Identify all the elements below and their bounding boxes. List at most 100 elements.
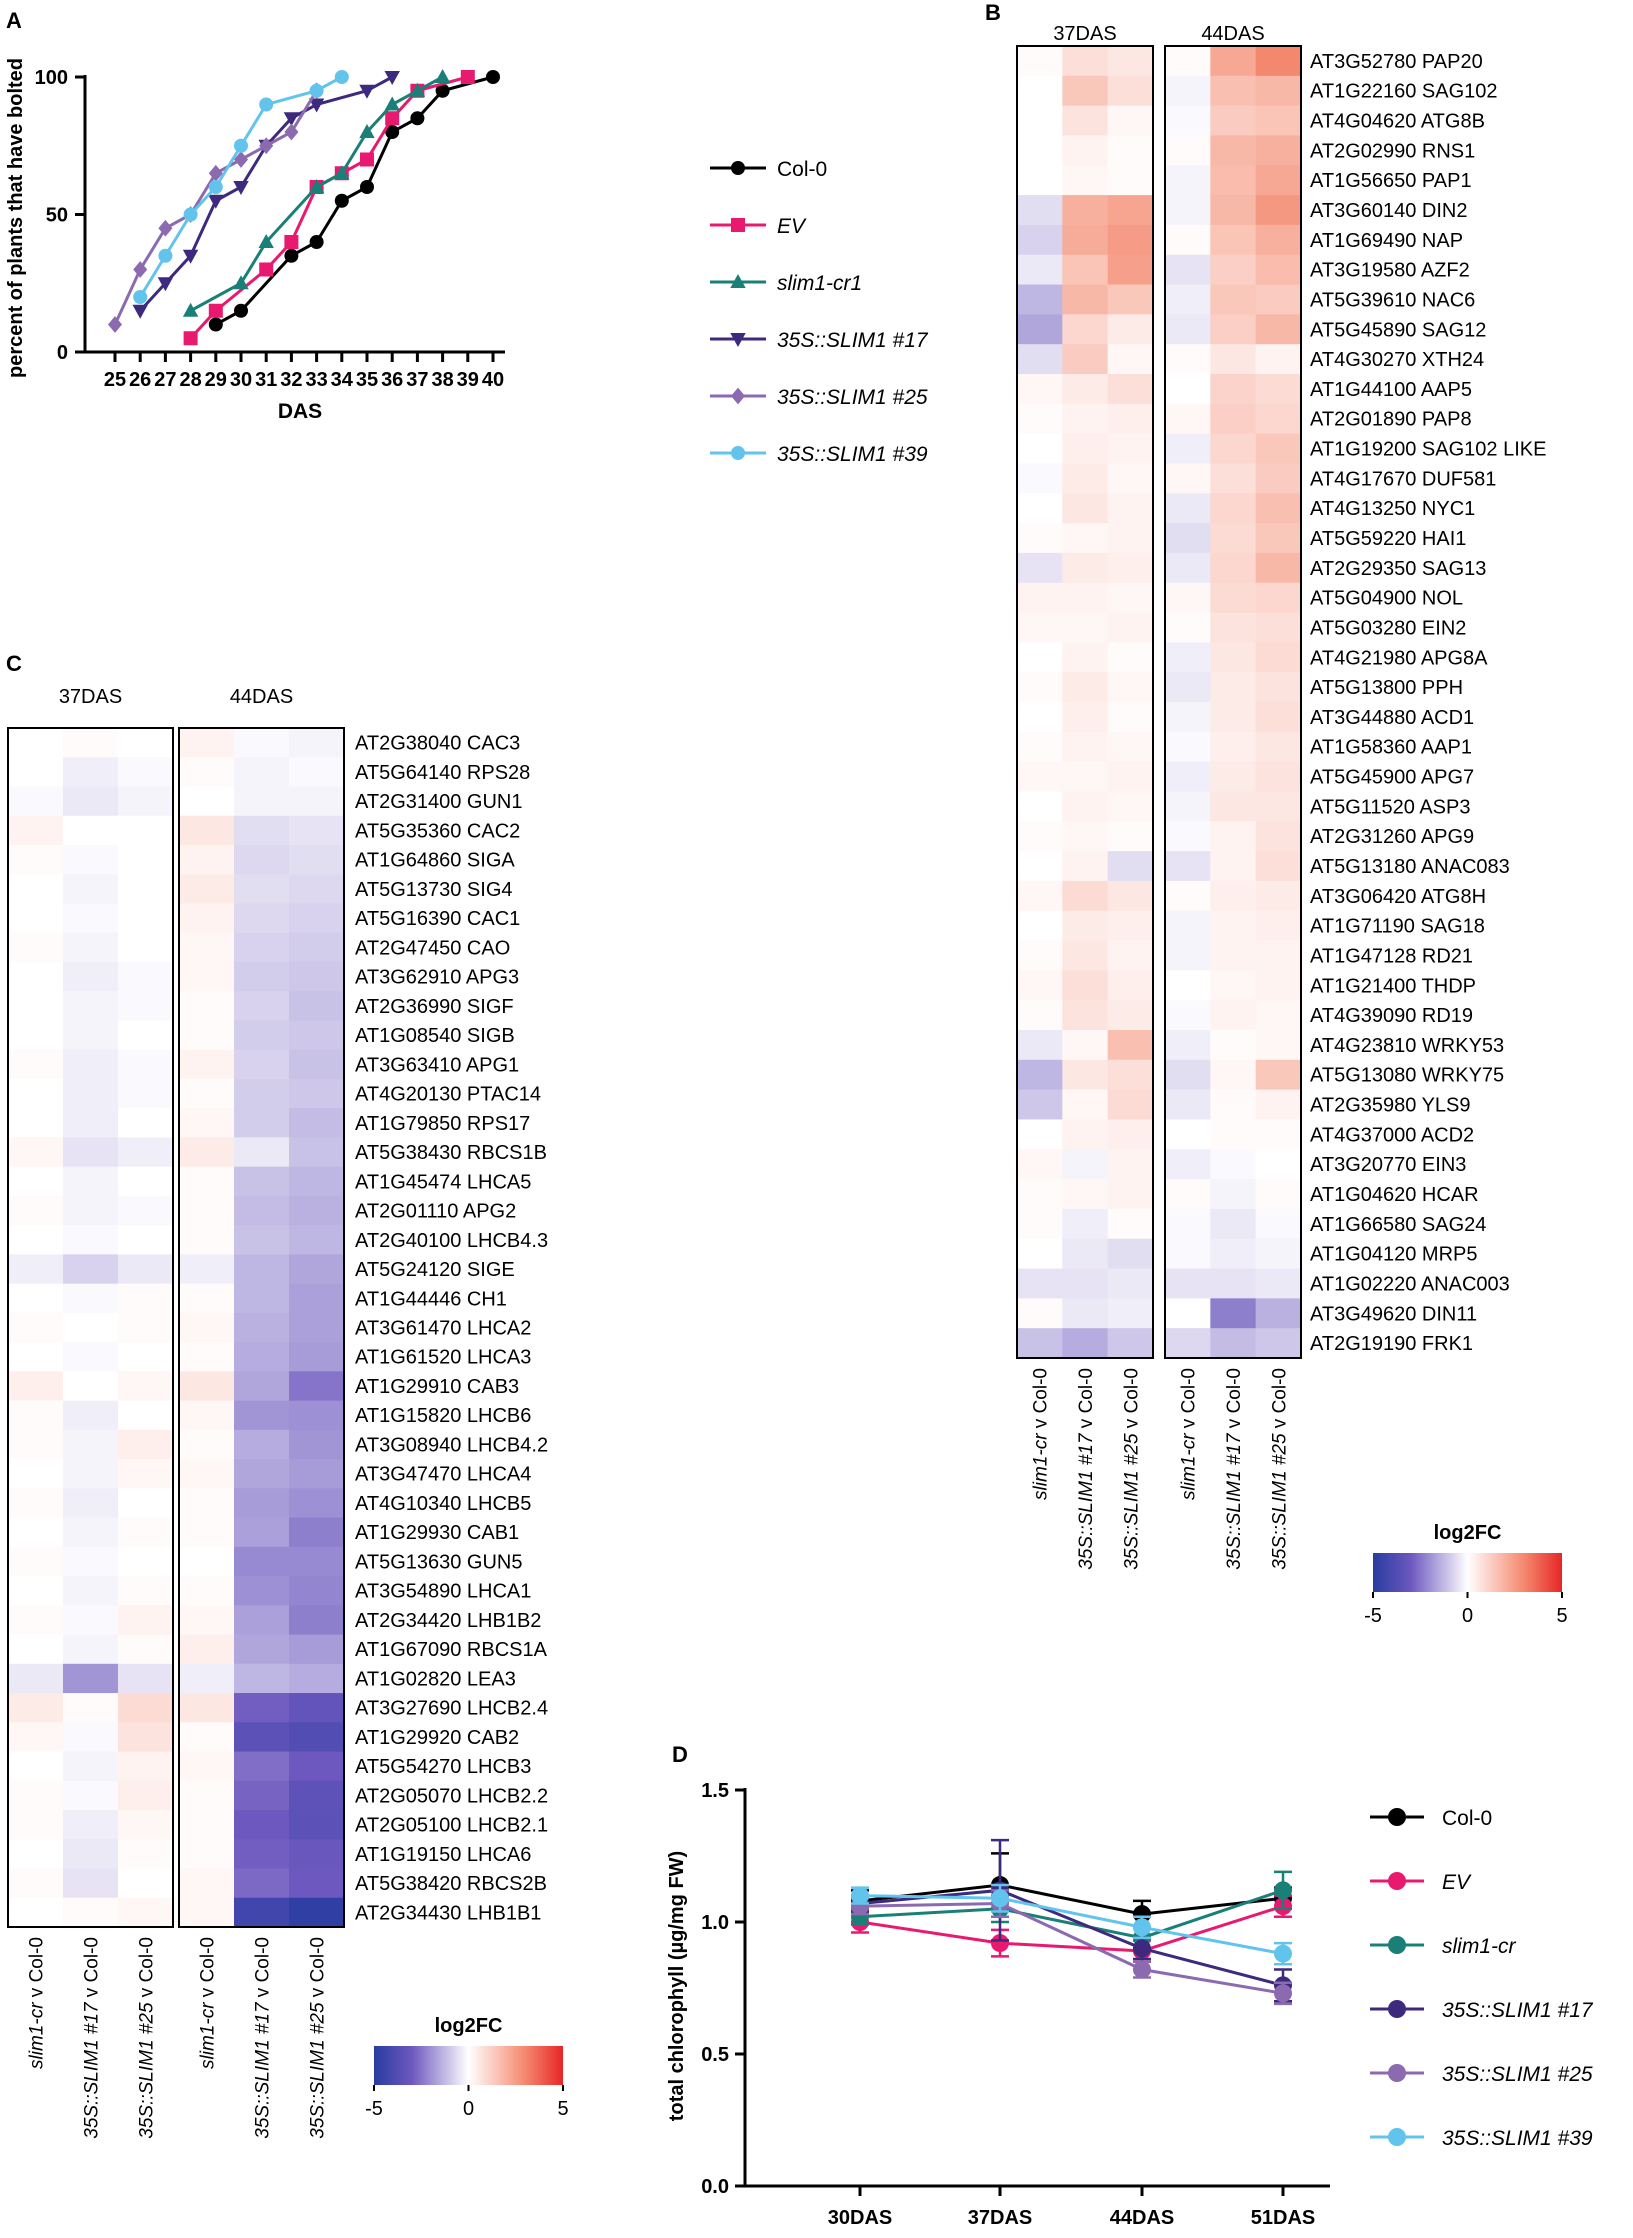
data-point-35s-slim1-25: [259, 137, 274, 155]
row-label: AT1G15820 LHCB6: [355, 1405, 531, 1427]
heatmap-cell: [1165, 731, 1211, 763]
heatmap-cell: [1062, 1059, 1109, 1091]
row-label: AT2G34420 LHB1B2: [355, 1610, 541, 1632]
x-tick-label: 27: [154, 369, 176, 391]
heatmap-cell: [1017, 1149, 1063, 1180]
row-label: AT1G69490 NAP: [1310, 230, 1463, 252]
row-label: AT2G05070 LHCB2.2: [355, 1785, 548, 1807]
row-label: AT3G19580 AZF2: [1310, 260, 1470, 282]
heatmap-cell: [1107, 1208, 1154, 1240]
heatmap-cell: [234, 1722, 290, 1753]
y-tick-label: 1.5: [701, 1780, 729, 1802]
heatmap-cell: [1165, 940, 1211, 971]
heatmap-cell: [1165, 821, 1211, 852]
heatmap-cell: [8, 1371, 64, 1402]
heatmap-cell: [1210, 702, 1257, 733]
heatmap-cell: [118, 1517, 174, 1548]
heatmap-cell: [1107, 642, 1154, 673]
column-label-4: slim1-cr v Col-0: [198, 1937, 219, 2069]
legend-label-ev: EV: [777, 215, 807, 238]
heatmap-cell: [234, 1342, 290, 1372]
legend-label-ev: EV: [1442, 1871, 1472, 1894]
heatmap-cell: [234, 1254, 290, 1285]
heatmap-cell: [1165, 46, 1211, 77]
heatmap-cell: [1017, 463, 1063, 494]
heatmap-cell: [1165, 1119, 1211, 1150]
heatmap-cell: [1255, 284, 1302, 315]
data-point-35s-slim1-17: [308, 98, 325, 113]
x-tick-label: 37DAS: [968, 2207, 1032, 2229]
heatmap-cell: [179, 874, 235, 904]
heatmap-cell: [1255, 1119, 1302, 1150]
heatmap-cell: [1165, 910, 1211, 942]
row-label: AT2G02990 RNS1: [1310, 140, 1475, 162]
heatmap-cell: [1062, 552, 1109, 584]
row-label: AT1G47128 RD21: [1310, 945, 1473, 967]
heatmap-cell: [1062, 433, 1109, 464]
heatmap-cell: [289, 1810, 345, 1840]
data-point-35s-slim1-39: [991, 1889, 1009, 1908]
heatmap-cell: [1255, 761, 1302, 792]
colorbar: [1373, 1553, 1562, 1592]
heatmap-cell: [1255, 821, 1302, 852]
heatmap-cell: [179, 844, 235, 875]
heatmap-cell: [179, 1342, 235, 1372]
heatmap-cell: [1017, 374, 1063, 405]
heatmap-cell: [234, 1020, 290, 1051]
heatmap-cell: [118, 1195, 174, 1226]
heatmap-cell: [8, 1839, 64, 1870]
row-label: AT1G29920 CAB2: [355, 1727, 519, 1749]
heatmap-cell: [1017, 910, 1063, 942]
heatmap-cell: [118, 815, 174, 846]
heatmap-cell: [1062, 1089, 1109, 1120]
heatmap-cell: [8, 1546, 64, 1577]
series-line-ev: [859, 1904, 1284, 1953]
heatmap-cell: [1255, 463, 1302, 494]
heatmap-cell: [1107, 821, 1154, 852]
legend-label-35s-slim1-39: 35S::SLIM1 #39: [1442, 2127, 1593, 2150]
heatmap-cell: [1255, 552, 1302, 584]
heatmap-cell: [1062, 284, 1109, 315]
row-label: AT2G38040 CAC3: [355, 733, 520, 755]
heatmap-cell: [234, 1634, 290, 1665]
row-label: AT2G47450 CAO: [355, 937, 510, 959]
heatmap-cell: [63, 1400, 119, 1431]
heatmap-cell: [8, 1283, 64, 1314]
row-label: AT1G22160 SAG102: [1310, 81, 1498, 103]
heatmap-cell: [289, 874, 345, 904]
heatmap-cell: [1017, 672, 1063, 703]
heatmap-cell: [289, 1634, 345, 1665]
heatmap-cell: [1255, 1059, 1302, 1091]
data-point-35s-slim1-17: [233, 181, 249, 196]
group-label-37das: 37DAS: [1053, 23, 1116, 45]
row-label: AT4G17670 DUF581: [1310, 468, 1496, 490]
heatmap-cell: [289, 1780, 345, 1811]
heatmap-cell: [179, 1663, 235, 1694]
heatmap-cell: [63, 844, 119, 875]
colorbar-tick-label: 0: [463, 2098, 474, 2120]
heatmap-cell: [8, 1810, 64, 1840]
heatmap-cell: [8, 844, 64, 875]
legend-marker-col-0: [731, 161, 745, 175]
panel-label-c: C: [6, 651, 22, 676]
y-tick-label: 0.5: [701, 2044, 729, 2066]
heatmap-cell: [8, 1634, 64, 1665]
heatmap-cell: [63, 903, 119, 934]
heatmap-cell: [1062, 910, 1109, 942]
row-label: AT2G05100 LHCB2.1: [355, 1815, 548, 1837]
legend-label-35s-slim1-17: 35S::SLIM1 #17: [1442, 1999, 1594, 2022]
heatmap-cell: [8, 1576, 64, 1606]
heatmap-cell: [1107, 284, 1154, 315]
heatmap-cell: [1210, 851, 1257, 882]
column-label-5: 35S::SLIM1 #17 v Col-0: [253, 1937, 274, 2139]
heatmap-cell: [1062, 1000, 1109, 1031]
heatmap-cell: [1017, 1268, 1063, 1299]
heatmap-cell: [1210, 433, 1257, 464]
row-label: AT3G49620 DIN11: [1310, 1303, 1477, 1325]
heatmap-cell: [234, 1868, 290, 1899]
heatmap-cell: [179, 1693, 235, 1723]
x-tick-label: 35: [356, 369, 378, 391]
heatmap-cell: [1017, 821, 1063, 852]
heatmap-cell: [234, 1839, 290, 1870]
heatmap-cell: [1255, 940, 1302, 971]
